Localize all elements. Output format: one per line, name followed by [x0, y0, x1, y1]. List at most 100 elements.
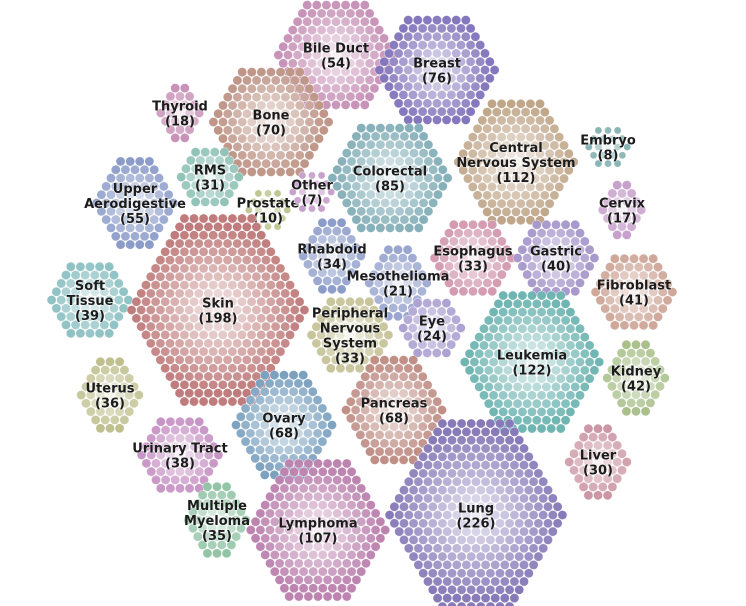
cluster-dot	[504, 535, 515, 545]
cluster-dot	[583, 490, 594, 501]
cluster-dot	[565, 357, 576, 367]
cluster-dot	[237, 83, 248, 94]
cluster-dot	[501, 190, 512, 201]
cluster-dot	[260, 550, 271, 560]
cluster-dot	[643, 278, 654, 289]
cluster-dot	[531, 348, 542, 359]
cluster-dot	[607, 221, 618, 232]
cluster-dot	[379, 388, 390, 399]
cluster-dot	[331, 242, 342, 253]
cluster-dot	[184, 221, 195, 232]
cluster-dot	[436, 56, 447, 67]
cluster-dot	[193, 255, 204, 265]
cluster-dot	[495, 518, 505, 529]
cluster-dot	[600, 270, 611, 281]
cluster-dot	[341, 164, 352, 175]
cluster-dot	[555, 261, 566, 272]
cluster-dot	[517, 290, 528, 301]
cluster-dot	[144, 239, 155, 250]
cluster-dot	[594, 143, 603, 151]
cluster-dot	[514, 501, 525, 512]
cluster-dot	[317, 188, 326, 196]
cluster-dot	[174, 321, 185, 332]
cluster-dot	[506, 132, 517, 142]
cluster-dot	[160, 425, 171, 435]
cluster-dot	[546, 290, 557, 301]
cluster-dot	[274, 411, 285, 422]
cluster-dot	[155, 288, 166, 299]
cluster-dot	[453, 244, 464, 255]
cluster-dot	[274, 491, 285, 502]
cluster-dot	[246, 329, 257, 340]
cluster-dot	[523, 551, 534, 562]
cluster-dot	[515, 115, 526, 126]
cluster-dot	[355, 429, 366, 440]
cluster-dot	[251, 338, 262, 349]
cluster-dot	[345, 41, 356, 52]
cluster-dot	[408, 371, 419, 382]
cluster-dot	[427, 388, 438, 399]
cluster-dot	[311, 50, 322, 60]
cluster-dot	[190, 163, 201, 174]
cluster-dot	[364, 330, 375, 340]
cluster-dot	[109, 381, 120, 392]
cluster-dot	[496, 165, 507, 176]
cluster-dot	[423, 560, 433, 570]
cluster-dot	[318, 108, 329, 119]
cluster-dot	[110, 231, 121, 242]
cluster-dot	[321, 83, 332, 94]
cluster-dot	[417, 286, 427, 297]
cluster-dot	[241, 354, 252, 365]
cluster-breast: Breast(76)	[374, 15, 500, 125]
cluster-dot	[118, 286, 129, 297]
cluster-dot	[110, 181, 121, 192]
cluster-dot	[266, 100, 276, 111]
cluster-dot	[409, 214, 419, 225]
cluster-dot	[373, 313, 384, 324]
cluster-dot	[456, 40, 466, 50]
cluster-dot	[351, 197, 362, 208]
cluster-dot	[231, 420, 241, 430]
cluster-dot	[337, 156, 347, 167]
cluster-dot	[465, 23, 476, 34]
cluster-dot	[422, 81, 433, 92]
cluster-dot	[482, 140, 493, 151]
cluster-dot	[312, 275, 323, 286]
cluster-dot	[441, 48, 452, 59]
cluster-dot	[308, 466, 319, 477]
cluster-dot	[311, 321, 322, 332]
cluster-dot	[261, 338, 271, 349]
cluster-dot	[408, 501, 419, 512]
cluster-dot	[463, 261, 474, 272]
cluster-dot	[265, 296, 276, 307]
cluster-dot	[453, 157, 464, 167]
cluster-dot	[520, 140, 531, 151]
cluster-dot	[427, 518, 438, 529]
cluster-dot	[522, 253, 533, 263]
cluster-dot	[570, 269, 581, 280]
cluster-dot	[570, 286, 581, 297]
cluster-dot	[209, 163, 220, 174]
cluster-dot	[317, 483, 328, 494]
cluster-dot	[184, 288, 195, 299]
cluster-dot	[413, 396, 423, 407]
cluster-dot	[355, 41, 365, 52]
cluster-dot	[403, 413, 414, 424]
cluster-dot	[422, 15, 433, 25]
cluster-dot	[375, 533, 386, 544]
cluster-dot	[327, 173, 338, 183]
cluster-dot	[327, 500, 338, 510]
cluster-dot	[307, 251, 318, 261]
cluster-dot	[351, 131, 362, 142]
cluster-dot	[393, 396, 404, 407]
cluster-dot	[523, 568, 534, 579]
cluster-dot	[514, 551, 525, 562]
cluster-dot	[198, 246, 209, 257]
cluster-name: RMS	[194, 164, 226, 179]
cluster-dot	[636, 205, 647, 215]
cluster-dot	[293, 458, 304, 469]
cluster-dot	[503, 348, 513, 359]
cluster-dot	[560, 315, 571, 326]
cluster-dot	[312, 411, 323, 422]
